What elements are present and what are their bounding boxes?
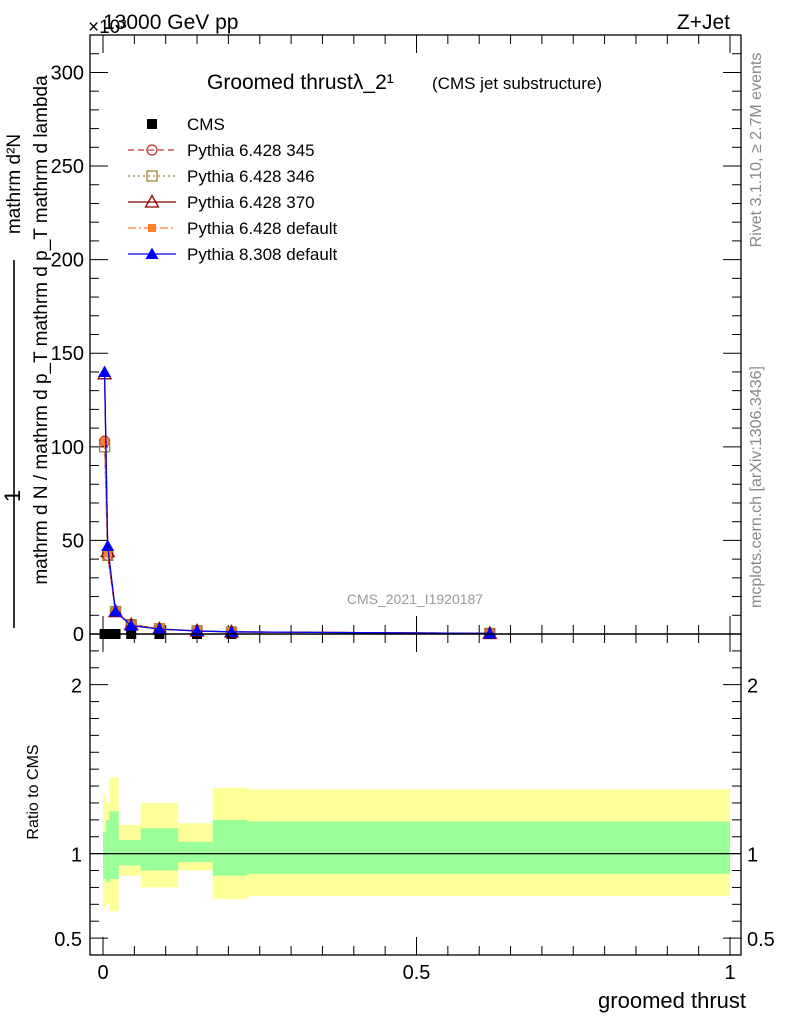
ratio-frame <box>89 633 742 956</box>
series-pythia-8-308-default-line <box>103 371 490 635</box>
legend-entry-1-label: Pythia 6.428 345 <box>187 141 315 160</box>
ratio-band-inner <box>178 841 213 863</box>
series-pythia-6-428-default-point <box>100 437 109 446</box>
x-axis-label: groomed thrust <box>598 988 746 1013</box>
series-pythia-8-308-default-point <box>101 539 115 552</box>
series-pythia-8-308-default-point <box>483 626 497 639</box>
ylabel-denominator: mathrm d N / mathrm d p_T mathrm d p_T m… <box>31 75 52 585</box>
legend-entry-2-label: Pythia 6.428 346 <box>187 167 315 186</box>
series-pythia-8-308-default-point <box>190 624 204 637</box>
main-ytick-label: 300 <box>51 62 84 84</box>
ratio-band-inner <box>109 811 119 879</box>
ratio-ytick-label-right: 0.5 <box>747 929 775 951</box>
energy-label: 13000 GeV pp <box>103 11 238 34</box>
legend-entry-1-marker <box>146 144 158 156</box>
legend-entry-2-marker <box>146 170 158 182</box>
mcplots-label: mcplots.cern.ch [arXiv:1306.3436] <box>748 366 765 608</box>
ylabel-d2n: mathrm d²N <box>4 134 25 234</box>
legend-entry-5-label: Pythia 8.308 default <box>187 245 338 264</box>
ratio-ytick-label: 1 <box>71 845 82 867</box>
series-pythia-8-308-default-point <box>98 365 112 377</box>
legend-entry-0-label: CMS <box>187 115 225 134</box>
ratio-xtick-label: 0.5 <box>403 962 431 984</box>
series-pythia-8-308-default-point <box>124 619 138 631</box>
legend: CMS Pythia 6.428 345 Pythia 6.428 346 Pythi… <box>128 115 338 264</box>
ratio-band-inner <box>140 828 179 871</box>
legend-entry-0-marker <box>147 119 157 129</box>
ratio-band-inner <box>106 819 110 883</box>
ratio-xtick-label: 0 <box>97 962 108 984</box>
legend-entry-3-marker <box>144 194 160 208</box>
chart-title: Groomed thrustλ_2¹ <box>207 71 394 94</box>
main-ytick-label: 250 <box>51 156 84 178</box>
ylabel-numerator: 1 <box>0 490 25 502</box>
ratio-ytick-label-right: 2 <box>747 676 758 698</box>
ratio-panel: 0.5 0.5 1 1 2 2 0 0.5 1 <box>54 633 775 984</box>
ratio-band-inner <box>103 831 107 879</box>
series-pythia-8-308-default-point <box>152 622 166 635</box>
ratio-band-inner <box>212 819 248 876</box>
ratio-band-inner <box>118 840 141 866</box>
ratio-ylabel: Ratio to CMS <box>25 744 42 839</box>
main-panel: 0 50 100 150 200 250 300 <box>51 34 742 646</box>
legend-entry-3-label: Pythia 6.428 370 <box>187 193 315 212</box>
main-ytick-label: 0 <box>73 624 84 646</box>
chart-subtitle: (CMS jet substructure) <box>432 74 602 93</box>
ratio-xtick-label: 1 <box>724 962 735 984</box>
series-pythia-8-308-default-point <box>109 605 123 617</box>
legend-entry-4-label: Pythia 6.428 default <box>187 219 338 238</box>
ratio-ytick-label: 2 <box>71 676 82 698</box>
series-pythia-6-428-default-point <box>103 549 112 558</box>
ratio-ytick-label: 0.5 <box>54 929 82 951</box>
rivet-label: Rivet 3.1.10, ≥ 2.7M events <box>748 53 765 248</box>
exponent-label: ×10³ <box>88 17 127 38</box>
main-ytick-label: 150 <box>51 343 84 365</box>
watermark: CMS_2021_I1920187 <box>347 591 483 607</box>
legend-entry-5-marker <box>145 247 159 259</box>
legend-entry-4-marker <box>148 224 156 232</box>
main-ytick-label: 50 <box>62 530 84 552</box>
ratio-ytick-label-right: 1 <box>747 845 758 867</box>
process-label: Z+Jet <box>677 11 730 34</box>
main-ylabel: 1 mathrm d N / mathrm d p_T mathrm d p_T… <box>0 75 52 628</box>
main-ytick-label: 200 <box>51 250 84 272</box>
main-ytick-label: 100 <box>51 437 84 459</box>
ratio-band-inner <box>247 821 730 874</box>
